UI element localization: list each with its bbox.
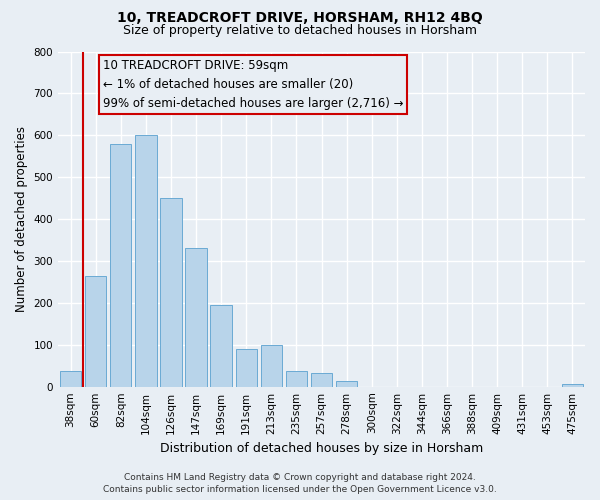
Bar	[562, 384, 583, 386]
Bar	[85, 276, 106, 386]
Bar	[236, 349, 257, 387]
Text: Size of property relative to detached houses in Horsham: Size of property relative to detached ho…	[123, 24, 477, 37]
Bar	[311, 374, 332, 386]
X-axis label: Distribution of detached houses by size in Horsham: Distribution of detached houses by size …	[160, 442, 483, 455]
Bar	[160, 198, 182, 386]
Text: 10 TREADCROFT DRIVE: 59sqm
← 1% of detached houses are smaller (20)
99% of semi-: 10 TREADCROFT DRIVE: 59sqm ← 1% of detac…	[103, 59, 403, 110]
Bar	[260, 345, 282, 387]
Bar	[336, 381, 357, 386]
Y-axis label: Number of detached properties: Number of detached properties	[15, 126, 28, 312]
Bar	[211, 305, 232, 386]
Text: 10, TREADCROFT DRIVE, HORSHAM, RH12 4BQ: 10, TREADCROFT DRIVE, HORSHAM, RH12 4BQ	[117, 12, 483, 26]
Bar	[135, 136, 157, 386]
Bar	[286, 371, 307, 386]
Bar	[110, 144, 131, 386]
Text: Contains HM Land Registry data © Crown copyright and database right 2024.
Contai: Contains HM Land Registry data © Crown c…	[103, 472, 497, 494]
Bar	[60, 371, 81, 386]
Bar	[185, 248, 207, 386]
